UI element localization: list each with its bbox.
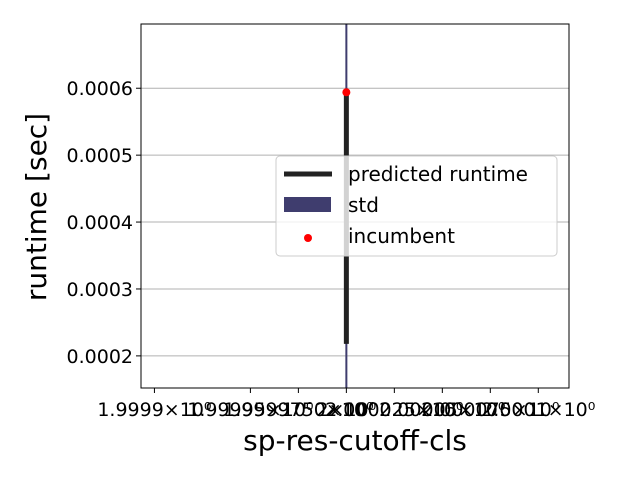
- legend-label-incumbent: incumbent: [348, 224, 455, 248]
- plot-frame: [140, 23, 570, 389]
- y-axis-title: runtime [sec]: [20, 113, 53, 301]
- x-tick-label: 2.00005×10⁰: [379, 399, 505, 421]
- legend-box: [275, 155, 558, 257]
- y-tick-label: 0.0002: [67, 346, 133, 368]
- legend-label-std: std: [348, 193, 379, 217]
- x-tick-label: 2.0001×10⁰: [481, 399, 595, 421]
- x-axis: 1.9999×10⁰1.99995×10⁰1.9999750×10⁰2×10⁰2…: [97, 388, 595, 421]
- y-tick-label: 0.0006: [67, 78, 133, 100]
- x-tick-label: 2×10⁰: [316, 399, 376, 421]
- x-tick-label: 1.99995×10⁰: [187, 399, 313, 421]
- x-tick-label: 2.000075×10⁰: [421, 399, 559, 421]
- legend-marker-swatch: [304, 234, 312, 242]
- legend-label-predicted-runtime: predicted runtime: [348, 162, 528, 186]
- x-axis-title: sp-res-cutoff-cls: [243, 424, 467, 457]
- y-tick-label: 0.0003: [67, 279, 133, 301]
- x-tick-label: 1.9999×10⁰: [97, 399, 211, 421]
- y-axis: 0.0002 0.0003 0.0004 0.0005 0.0006: [67, 78, 141, 368]
- legend-band-swatch: [284, 197, 331, 212]
- legend: predicted runtime std incumbent: [275, 155, 558, 257]
- x-tick-label: 1.9999750×10⁰: [223, 399, 373, 421]
- y-tick-label: 0.0005: [67, 145, 133, 167]
- y-tick-label: 0.0004: [67, 212, 133, 234]
- x-tick-label: 2.000025×10⁰: [325, 399, 463, 421]
- incumbent-point: [342, 88, 351, 97]
